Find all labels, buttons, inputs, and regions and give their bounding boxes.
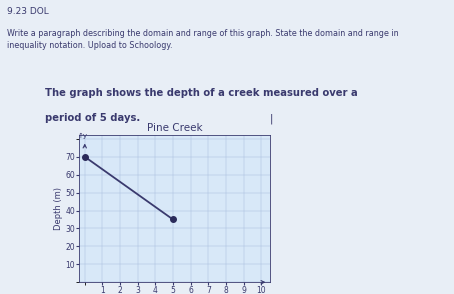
Title: Pine Creek: Pine Creek bbox=[147, 123, 202, 133]
Text: The graph shows the depth of a creek measured over a: The graph shows the depth of a creek mea… bbox=[45, 88, 358, 98]
Text: period of 5 days.: period of 5 days. bbox=[45, 113, 141, 123]
Y-axis label: Depth (m): Depth (m) bbox=[54, 187, 63, 230]
Text: ↑y: ↑y bbox=[77, 133, 87, 139]
Text: Write a paragraph describing the domain and range of this graph. State the domai: Write a paragraph describing the domain … bbox=[7, 29, 399, 50]
Text: |: | bbox=[270, 113, 273, 124]
Text: 9.23 DOL: 9.23 DOL bbox=[7, 7, 49, 16]
